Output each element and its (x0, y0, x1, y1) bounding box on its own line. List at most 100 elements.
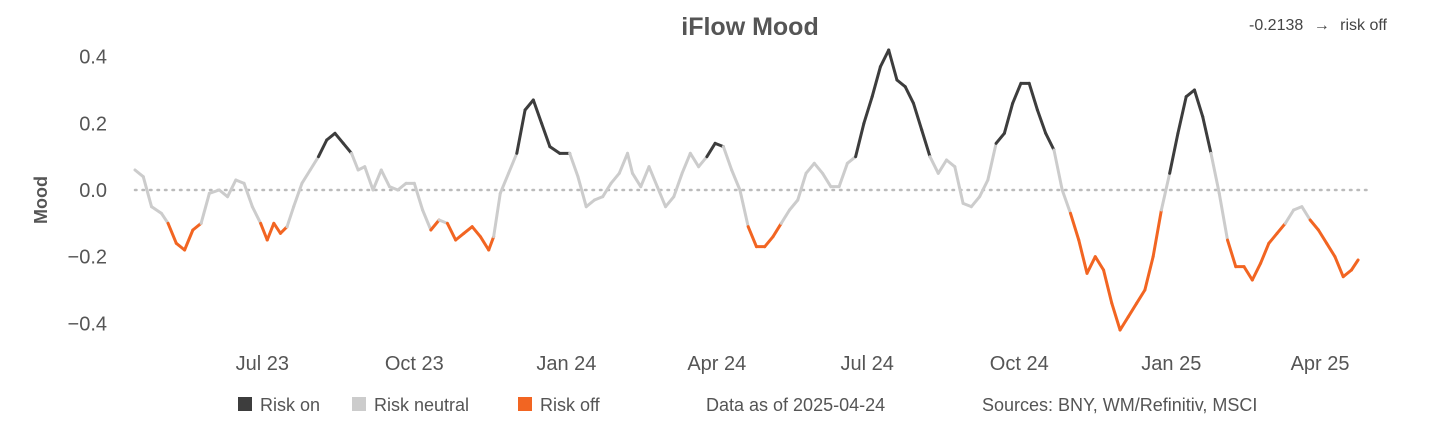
series-segment-neutral (292, 181, 304, 209)
series-segment-neutral (421, 208, 433, 232)
series-segment-neutral (159, 211, 170, 225)
series-segment-risk-on (1168, 131, 1180, 175)
series-segment-risk-on (1192, 88, 1205, 119)
series-segment-neutral (721, 145, 734, 172)
series-segment-neutral (738, 188, 750, 229)
series-segment-neutral (655, 185, 668, 209)
series-segment-risk-on (862, 95, 874, 125)
series-segment-risk-on (911, 101, 924, 132)
series-segment-neutral (837, 161, 849, 189)
series-segment-neutral (601, 181, 613, 199)
series-segment-neutral (199, 191, 211, 225)
series-segment-risk-on (870, 65, 882, 99)
series-segment-neutral (396, 181, 408, 192)
series-segment-neutral (576, 175, 588, 209)
series-segment-risk-off (1308, 218, 1320, 232)
series-segment-neutral (626, 151, 634, 175)
series-segment-risk-off (1226, 238, 1238, 269)
series-segment-neutral (379, 168, 392, 189)
series-segment-risk-off (1126, 301, 1139, 319)
series-segment-risk-off (1316, 228, 1329, 245)
series-segment-risk-on (903, 85, 915, 105)
series-segment-neutral (664, 195, 676, 209)
x-tick-label: Jul 24 (841, 353, 894, 375)
sources-note: Sources: BNY, WM/Refinitiv, MSCI (982, 395, 1257, 415)
series-segment-neutral (217, 188, 230, 199)
series-segment-risk-off (462, 225, 474, 235)
series-segment-neutral (796, 171, 808, 202)
latest-reading: -0.2138 → risk off (1249, 17, 1388, 34)
series-segment-neutral (226, 178, 238, 199)
series-segment-risk-off (1325, 241, 1337, 259)
legend-label-neutral: Risk neutral (374, 395, 469, 415)
series-segment-neutral (609, 171, 621, 185)
series-segment-neutral (986, 141, 998, 182)
legend-label-risk-off: Risk off (540, 395, 601, 415)
series-segment-neutral (697, 155, 709, 169)
series-segment-risk-on (1184, 88, 1196, 99)
series-segment-risk-on (1201, 115, 1213, 155)
series-segment-risk-off (1102, 268, 1114, 305)
series-segment-risk-off (1118, 315, 1130, 332)
series-segment-risk-off (1085, 255, 1097, 275)
series-segment-neutral (936, 158, 949, 175)
series-segment-neutral (1060, 188, 1072, 215)
legend-label-risk-on: Risk on (260, 395, 320, 415)
latest-value: -0.2138 (1249, 17, 1303, 34)
series-segment-risk-on (540, 121, 552, 149)
chart-title: iFlow Mood (681, 13, 818, 41)
series-segment-neutral (568, 151, 580, 179)
series-segment-risk-off (487, 235, 496, 252)
series-segment-neutral (150, 205, 163, 215)
series-segment-risk-off (1151, 208, 1163, 259)
series-segment-risk-off (478, 235, 491, 252)
series-segment-risk-off (746, 225, 758, 249)
series-segment-risk-off (1077, 238, 1089, 275)
series-segment-risk-on (1002, 101, 1015, 135)
series-segment-risk-off (1333, 255, 1345, 279)
series-segment-neutral (1300, 205, 1312, 222)
series-segment-neutral (788, 198, 800, 212)
series-segment-risk-on (523, 98, 535, 112)
series-segment-risk-on (515, 108, 527, 155)
series-segment-neutral (680, 151, 692, 175)
series-segment-risk-on (1176, 95, 1188, 135)
series-segment-neutral (207, 188, 221, 195)
x-tick-label: Oct 23 (385, 353, 444, 375)
series-segment-risk-off (259, 221, 269, 242)
series-segment-risk-off (1110, 301, 1122, 332)
series-segment-neutral (584, 198, 596, 209)
y-tick-label: −0.4 (68, 313, 107, 335)
latest-state: risk off (1340, 17, 1387, 34)
series-segment-risk-on (895, 78, 907, 89)
series-segment-neutral (647, 165, 659, 189)
y-tick-label: 0.4 (79, 47, 107, 69)
series-segment-risk-on (316, 138, 329, 159)
legend-swatch-risk-off (518, 397, 532, 411)
legend: Risk on Risk neutral Risk off (238, 395, 601, 415)
series-segment-neutral (812, 161, 825, 175)
series-segment-neutral (821, 171, 833, 189)
series-segment-risk-on (705, 141, 717, 159)
series-segment-risk-off (183, 228, 195, 252)
series-segment-neutral (978, 178, 990, 199)
arrow-icon: → (1314, 17, 1330, 34)
series-segment-risk-off (1135, 288, 1147, 305)
mood-series (133, 48, 1360, 332)
series-segment-risk-off (1275, 221, 1287, 235)
series-segment-neutral (953, 165, 965, 205)
series-segment-neutral (804, 161, 816, 175)
series-segment-neutral (630, 171, 643, 189)
series-segment-risk-off (454, 231, 466, 242)
series-segment-risk-off (174, 241, 187, 252)
series-segment-risk-off (1143, 255, 1155, 292)
series-segment-neutral (498, 171, 511, 195)
series-segment-risk-on (994, 131, 1006, 145)
y-axis-label: Mood (31, 176, 51, 224)
series-segment-risk-on (531, 98, 544, 125)
series-segment-risk-off (1349, 258, 1360, 272)
series-segment-neutral (945, 158, 957, 169)
series-segment-neutral (688, 151, 701, 169)
y-tick-label: 0.2 (79, 113, 107, 135)
